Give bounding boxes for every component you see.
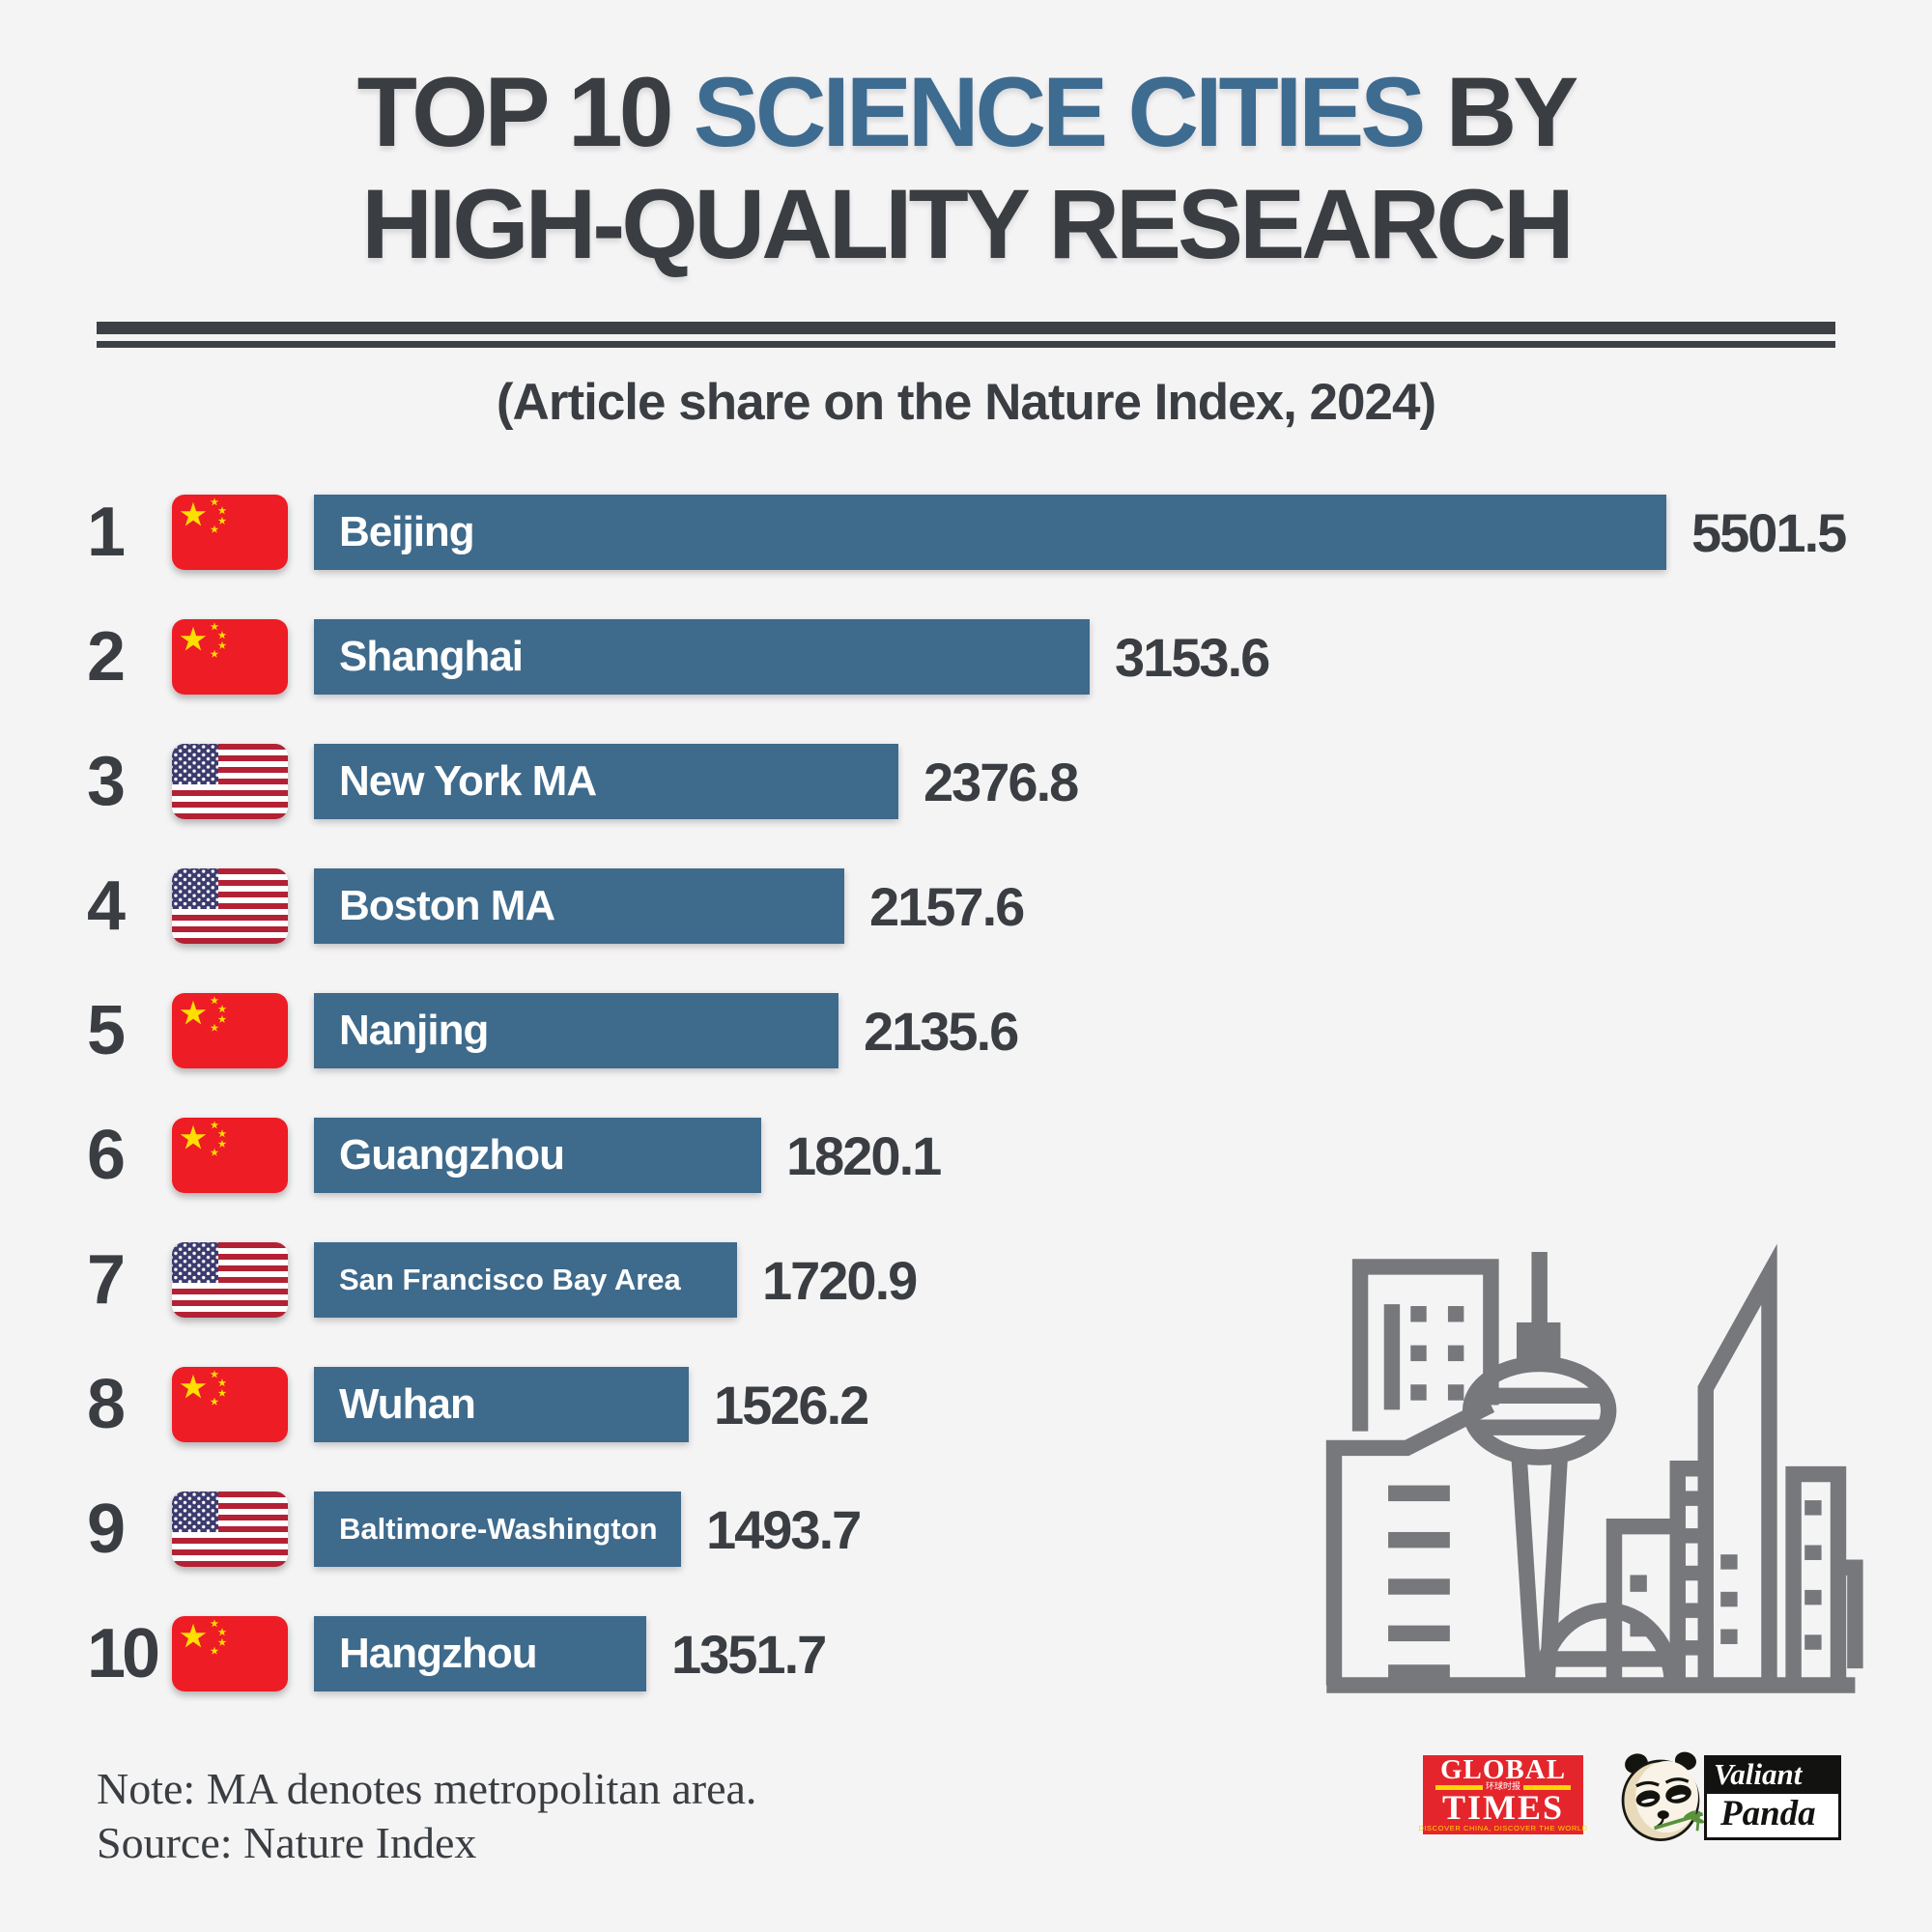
value-bar: Boston MA [314,868,844,944]
rank-label: 10 [87,1615,160,1692]
yellow-bar-left [1435,1785,1483,1790]
city-skyline-icon [1325,1244,1863,1693]
chart-row: 2 Shanghai 3153.6 [0,618,1932,696]
flag-icon [172,619,288,695]
value-bar: Nanjing [314,993,838,1068]
flag-icon [172,1118,288,1193]
chart-row: 4 Boston MA 2157.6 [0,867,1932,945]
city-label: Guangzhou [339,1131,565,1179]
value-label: 2157.6 [869,875,1025,937]
value-bar: San Francisco Bay Area [314,1242,737,1318]
chart-row: 1 Beijing 5501.5 [0,494,1932,571]
value-label: 2135.6 [864,1000,1019,1062]
note-text: Note: MA denotes metropolitan area. [97,1764,757,1813]
flag-icon [172,1242,288,1318]
chart-row: 3 New York MA 2376.8 [0,743,1932,820]
valiant-word: Valiant [1704,1755,1841,1794]
country-flag [172,1616,288,1691]
country-flag [172,1492,288,1567]
value-bar: Shanghai [314,619,1090,695]
value-bar: New York MA [314,744,898,819]
rank-label: 2 [87,618,126,696]
city-label: Hangzhou [339,1630,538,1677]
rank-label: 1 [87,494,126,571]
value-label: 5501.5 [1691,501,1847,563]
global-times-tagline: DISCOVER CHINA, DISCOVER THE WORLD [1418,1824,1588,1833]
value-label: 3153.6 [1115,626,1270,688]
country-flag [172,619,288,695]
chart-row: 9 Baltimore-Washington 1493.7 [0,1491,1932,1568]
chart-row: 7 San Francisco Bay Area 1720.9 [0,1241,1932,1319]
country-flag [172,868,288,944]
page-title: TOP 10 SCIENCE CITIES BY HIGH-QUALITY RES… [0,56,1932,280]
flag-icon [172,744,288,819]
title-divider [97,322,1835,348]
flag-icon [172,1367,288,1442]
rank-label: 7 [87,1241,126,1319]
chart-row: 10 Hangzhou 1351.7 [0,1615,1932,1692]
city-label: Wuhan [339,1380,476,1428]
city-label: New York MA [339,757,597,805]
panda-word: Panda [1704,1794,1841,1840]
valiant-panda-logo: Valiant Panda [1611,1748,1841,1847]
value-label: 1351.7 [671,1623,827,1685]
city-label: Baltimore-Washington [339,1512,658,1546]
value-label: 1720.9 [762,1249,918,1311]
value-bar: Guangzhou [314,1118,761,1193]
flag-icon [172,1492,288,1567]
rank-label: 8 [87,1366,126,1443]
city-label: Beijing [339,508,475,555]
value-label: 1526.2 [714,1374,869,1435]
global-times-logo: GLOBAL 环球时报 TIMES DISCOVER CHINA, DISCOV… [1418,1754,1587,1834]
country-flag [172,1367,288,1442]
global-times-word1: GLOBAL [1439,1754,1567,1785]
chart-row: 8 Wuhan 1526.2 [0,1366,1932,1443]
value-label: 1493.7 [706,1498,862,1560]
country-flag [172,993,288,1068]
rank-label: 6 [87,1117,126,1194]
yellow-bar-right [1523,1785,1571,1790]
city-label: San Francisco Bay Area [339,1263,681,1296]
title-line2: HIGH-QUALITY RESEARCH [361,169,1575,279]
flag-icon [172,993,288,1068]
global-times-band: 环球时报 [1435,1782,1571,1792]
bar-rows: 1 Beijing 5501.5 2 Shanghai 3153.6 3 [0,494,1932,1741]
value-label: 1820.1 [786,1124,942,1186]
valiant-panda-text: Valiant Panda [1704,1755,1841,1840]
rank-label: 4 [87,867,126,945]
value-bar: Wuhan [314,1367,689,1442]
title-line1: TOP 10 SCIENCE CITIES BY [356,57,1579,167]
flag-icon [172,868,288,944]
global-times-word2: TIMES [1441,1788,1565,1827]
country-flag [172,1118,288,1193]
chart-row: 5 Nanjing 2135.6 [0,992,1932,1069]
chart-subtitle: (Article share on the Nature Index, 2024… [496,374,1436,431]
value-bar: Hangzhou [314,1616,646,1691]
country-flag [172,744,288,819]
title-highlight: SCIENCE CITIES [693,57,1426,167]
country-flag [172,495,288,570]
rank-label: 3 [87,743,126,820]
country-flag [172,1242,288,1318]
city-label: Nanjing [339,1007,489,1054]
flag-icon [172,1616,288,1691]
rank-label: 5 [87,992,126,1069]
city-label: Boston MA [339,882,555,929]
source-text: Source: Nature Index [97,1818,477,1867]
value-bar: Baltimore-Washington [314,1492,681,1567]
value-bar: Beijing [314,495,1666,570]
global-times-chinese: 环球时报 [1486,1782,1521,1792]
rank-label: 9 [87,1491,126,1568]
value-label: 2376.8 [923,751,1079,812]
panda-icon [1621,1751,1705,1841]
flag-icon [172,495,288,570]
chart-row: 6 Guangzhou 1820.1 [0,1117,1932,1194]
footnotes: Note: MA denotes metropolitan area. Sour… [97,1762,756,1870]
city-label: Shanghai [339,633,524,680]
